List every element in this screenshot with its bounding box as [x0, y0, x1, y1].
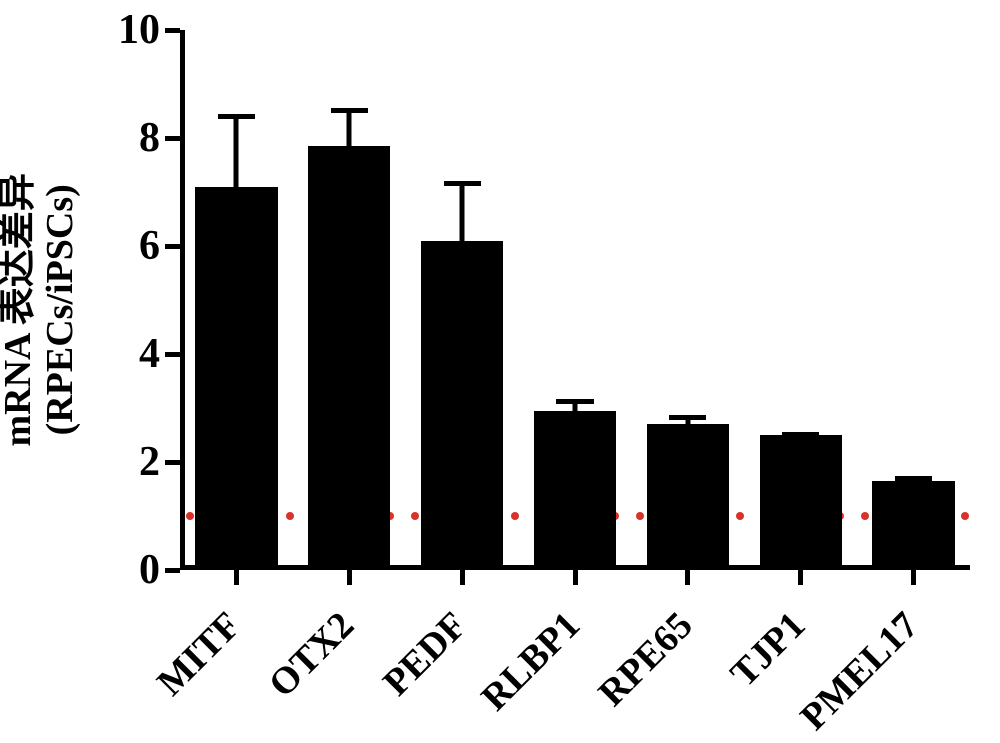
error-bar [669, 415, 706, 424]
y-tick-label: 6 [139, 222, 160, 270]
y-axis-label-line1: mRNA 表达差异 [0, 173, 40, 446]
bar [534, 411, 616, 570]
y-axis-label-line2: (RPECs/iPSCs) [40, 173, 82, 446]
x-tick-label: PEDF [374, 603, 475, 704]
x-tick-label: RLBP1 [472, 603, 588, 719]
error-bar [218, 114, 255, 187]
y-tick-label: 8 [139, 114, 160, 162]
reference-dot [736, 512, 744, 520]
x-tick-label: PMEL17 [792, 603, 928, 739]
bar [308, 146, 390, 570]
error-bar [895, 476, 932, 481]
reference-dot [961, 512, 969, 520]
x-tick [798, 570, 803, 585]
y-tick [165, 568, 180, 573]
y-tick [165, 28, 180, 33]
y-tick-label: 4 [139, 330, 160, 378]
x-tick [234, 570, 239, 585]
bar [195, 187, 277, 570]
error-bar [444, 181, 481, 240]
bar [760, 435, 842, 570]
reference-dot [861, 512, 869, 520]
y-axis-label: mRNA 表达差异 (RPECs/iPSCs) [0, 173, 82, 446]
x-tick-label: OTX2 [260, 603, 363, 706]
error-bar [782, 432, 819, 435]
x-tick-label: MITF [149, 603, 250, 704]
x-tick [685, 570, 690, 585]
y-tick [165, 460, 180, 465]
reference-dot [636, 512, 644, 520]
reference-dot [511, 512, 519, 520]
error-bar [331, 108, 368, 146]
reference-dot [286, 512, 294, 520]
y-tick [165, 136, 180, 141]
reference-dot [411, 512, 419, 520]
y-tick [165, 244, 180, 249]
x-tick [911, 570, 916, 585]
reference-dot [186, 512, 194, 520]
bar [872, 481, 954, 570]
y-tick-label: 2 [139, 438, 160, 486]
chart-container: mRNA 表达差异 (RPECs/iPSCs) 0246810MITFOTX2P… [0, 0, 1000, 743]
plot-area: 0246810MITFOTX2PEDFRLBP1RPE65TJP1PMEL17 [180, 30, 970, 570]
x-tick [460, 570, 465, 585]
x-tick [347, 570, 352, 585]
error-bar [556, 399, 593, 411]
y-axis-label-group: mRNA 表达差异 (RPECs/iPSCs) [5, 50, 75, 570]
bar [421, 241, 503, 570]
bar [647, 424, 729, 570]
x-tick-label: RPE65 [590, 603, 702, 715]
x-tick-label: TJP1 [722, 603, 814, 695]
y-tick-label: 0 [139, 546, 160, 594]
y-axis-line [180, 30, 185, 570]
x-tick [573, 570, 578, 585]
y-tick-label: 10 [118, 6, 160, 54]
y-tick [165, 352, 180, 357]
